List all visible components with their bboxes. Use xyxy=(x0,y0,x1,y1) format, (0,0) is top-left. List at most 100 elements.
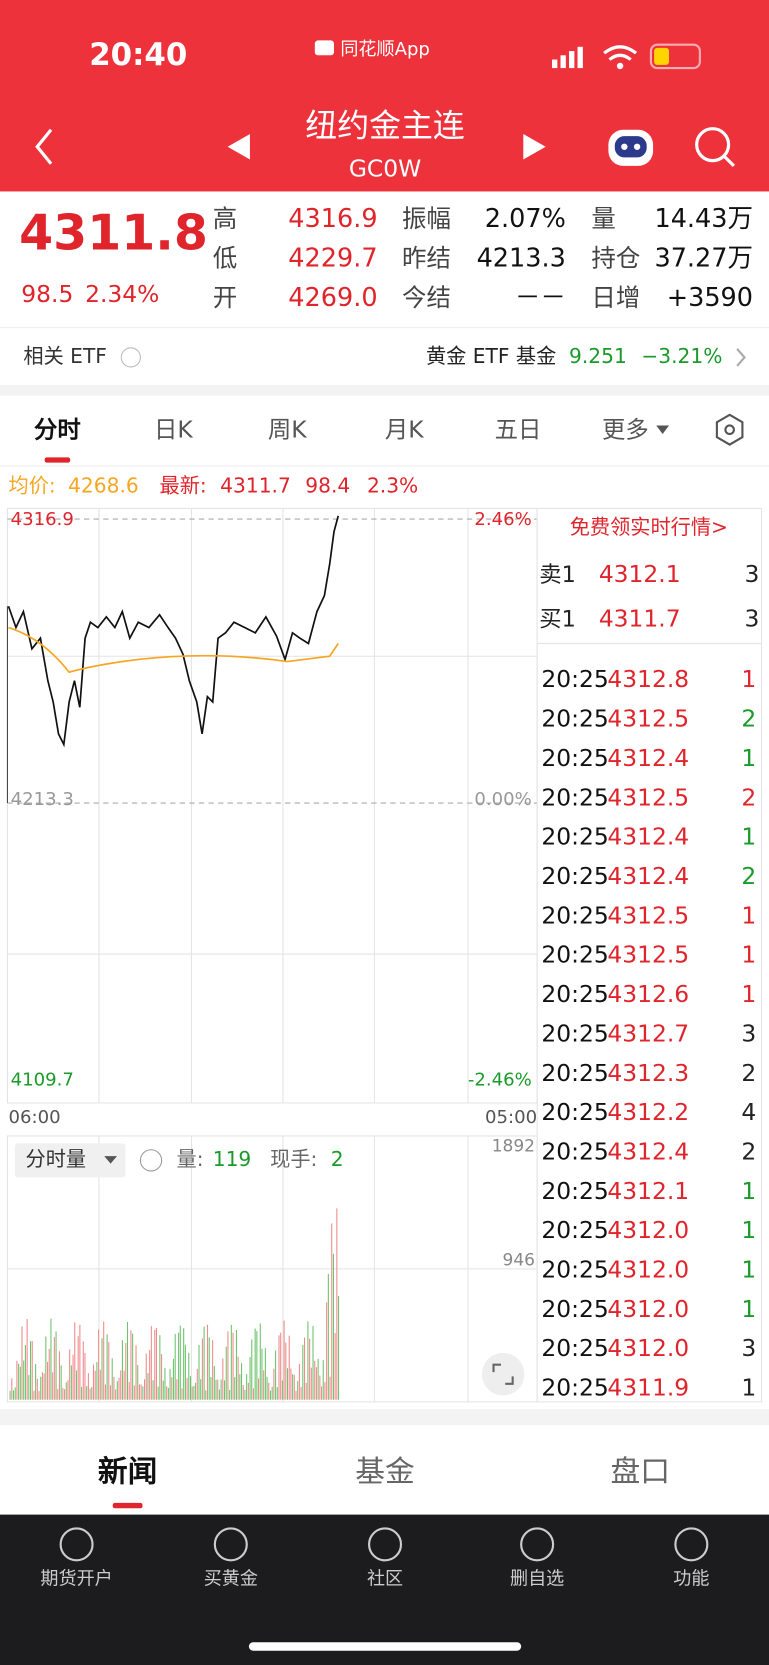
chart-tab[interactable]: 分时 xyxy=(34,415,81,443)
volume-bar xyxy=(218,1389,220,1400)
volume-bar xyxy=(251,1339,253,1400)
volume-bar xyxy=(118,1377,120,1400)
nav-label[interactable]: 社区 xyxy=(367,1568,403,1589)
selector-bg[interactable] xyxy=(14,1143,126,1178)
trade-price: 4312.3 xyxy=(607,1059,689,1087)
trade-price: 4312.0 xyxy=(607,1256,689,1284)
help-icon[interactable] xyxy=(120,347,141,368)
trade-time: 20:25 xyxy=(541,1374,608,1402)
volume-bar xyxy=(99,1369,101,1400)
selector[interactable]: 分时量 xyxy=(26,1147,87,1171)
axis-low-pct: -2.46% xyxy=(468,1070,532,1091)
trade-price: 4312.4 xyxy=(607,823,689,851)
volume-bar xyxy=(258,1378,260,1400)
volume-bar xyxy=(220,1379,222,1400)
expand[interactable] xyxy=(481,1352,525,1396)
back[interactable] xyxy=(35,128,53,165)
stat-value: －－ xyxy=(515,283,566,313)
volume-bar xyxy=(203,1326,205,1400)
time-start: 06:00 xyxy=(9,1107,61,1128)
promo[interactable]: 免费领实时行情> xyxy=(570,515,728,539)
settings[interactable] xyxy=(715,413,744,446)
volume-bar xyxy=(223,1380,226,1400)
volume-bar xyxy=(147,1373,149,1400)
volume-bar xyxy=(41,1372,43,1400)
volume-bar xyxy=(317,1358,319,1400)
bottom-tab[interactable]: 新闻 xyxy=(98,1455,158,1490)
robot[interactable] xyxy=(608,129,654,166)
volume-bar xyxy=(47,1361,49,1400)
volume-bar xyxy=(283,1320,285,1400)
volume-bar xyxy=(230,1324,232,1400)
stat-label: 开 xyxy=(213,283,237,312)
trade-time: 20:25 xyxy=(541,744,608,772)
home-indicator xyxy=(248,1642,522,1651)
volume-bar xyxy=(193,1385,195,1400)
volume-bar xyxy=(128,1382,130,1400)
volume-bar xyxy=(307,1321,309,1400)
title: 纽约金主连 xyxy=(305,107,465,145)
chart-tab[interactable]: 周K xyxy=(268,415,307,443)
trade-volume: 2 xyxy=(741,705,756,733)
next[interactable] xyxy=(523,134,546,160)
stat-value: 37.27万 xyxy=(654,244,753,274)
bid-price: 4311.7 xyxy=(599,605,681,633)
volume-bar xyxy=(268,1382,270,1400)
volume-bar xyxy=(67,1380,69,1400)
trade-time: 20:25 xyxy=(541,823,608,851)
volume-bar xyxy=(155,1327,157,1400)
trade-time: 20:25 xyxy=(541,705,608,733)
volume-bar xyxy=(222,1358,224,1400)
volume-bar xyxy=(172,1358,175,1400)
trade-time: 20:25 xyxy=(541,665,608,693)
ask-label: 卖1 xyxy=(539,562,576,588)
volume-bar xyxy=(104,1384,106,1400)
nav-label[interactable]: 功能 xyxy=(673,1568,709,1589)
volume-bar xyxy=(195,1382,197,1400)
gap xyxy=(0,385,769,396)
volume-bar xyxy=(167,1387,169,1400)
chart-tab[interactable]: 日K xyxy=(154,415,193,443)
chart-tab[interactable]: 更多 xyxy=(602,415,649,443)
volume-bar xyxy=(111,1358,113,1400)
code: GC0W xyxy=(349,155,421,183)
search[interactable] xyxy=(695,127,736,168)
volume-bar xyxy=(125,1342,127,1400)
volume-bar xyxy=(55,1331,57,1400)
summary-avg: 4268.6 xyxy=(68,474,139,498)
nav-label[interactable]: 买黄金 xyxy=(204,1568,258,1589)
vol-axis-max: 1892 xyxy=(492,1137,535,1157)
volume-bar xyxy=(74,1322,76,1400)
nav-label[interactable]: 期货开户 xyxy=(40,1568,112,1589)
volume-bar xyxy=(84,1352,86,1400)
etf-label: 相关 ETF xyxy=(23,344,107,368)
help-icon[interactable] xyxy=(139,1149,163,1172)
stat-label: 昨结 xyxy=(402,244,451,273)
bottom-tab[interactable]: 盘口 xyxy=(611,1455,671,1490)
volume-bar xyxy=(92,1364,95,1400)
prev[interactable] xyxy=(227,134,250,160)
ask-price: 4312.1 xyxy=(599,560,681,588)
grid xyxy=(6,507,538,1403)
nav-label[interactable]: 删自选 xyxy=(510,1568,564,1589)
chart-tab[interactable]: 五日 xyxy=(495,415,542,443)
volume-bar xyxy=(327,1273,329,1400)
volume-bar xyxy=(171,1377,173,1400)
etf-name[interactable]: 黄金 ETF 基金 xyxy=(426,344,556,368)
stat-label: 量 xyxy=(591,204,615,233)
volume-bar xyxy=(280,1332,282,1400)
volume-bar xyxy=(309,1338,311,1400)
trade-price: 4312.6 xyxy=(607,980,689,1008)
price: 4311.8 xyxy=(19,205,208,262)
volume-bar xyxy=(166,1386,168,1400)
trade-volume: 1 xyxy=(741,980,756,1008)
bottom-tab[interactable]: 基金 xyxy=(355,1455,415,1490)
trade-time: 20:25 xyxy=(541,1019,608,1047)
volume-bar xyxy=(215,1379,217,1400)
chart-tab[interactable]: 月K xyxy=(385,415,424,443)
volume-bar xyxy=(200,1379,202,1400)
volume-bar xyxy=(191,1386,193,1400)
volume-bar xyxy=(264,1348,266,1400)
volume-bar xyxy=(113,1376,115,1400)
volume-bar xyxy=(276,1387,278,1400)
